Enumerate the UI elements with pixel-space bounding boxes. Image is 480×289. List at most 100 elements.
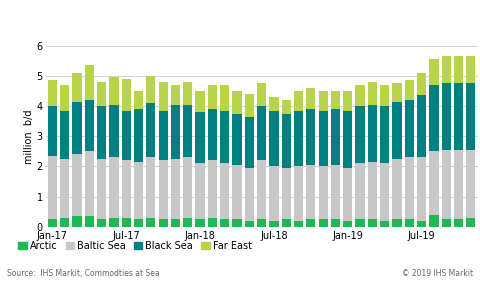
Bar bbox=[97, 106, 106, 159]
Bar bbox=[232, 219, 241, 227]
Bar bbox=[183, 218, 192, 227]
Bar bbox=[183, 158, 192, 218]
Bar bbox=[97, 219, 106, 227]
Bar bbox=[466, 84, 476, 150]
Bar bbox=[245, 94, 254, 117]
Bar bbox=[146, 158, 156, 218]
Bar bbox=[208, 109, 217, 160]
Bar bbox=[356, 85, 365, 106]
Text: Russian Crude Oil Liftings by Origin: Russian Crude Oil Liftings by Origin bbox=[7, 18, 275, 31]
Bar bbox=[97, 82, 106, 106]
Bar bbox=[72, 73, 82, 101]
Bar bbox=[134, 91, 143, 109]
Bar bbox=[343, 168, 352, 221]
Bar bbox=[405, 80, 414, 100]
Bar bbox=[343, 111, 352, 168]
Bar bbox=[84, 100, 94, 151]
Bar bbox=[171, 85, 180, 105]
Bar bbox=[84, 151, 94, 216]
Bar bbox=[257, 84, 266, 106]
Bar bbox=[417, 158, 426, 221]
Bar bbox=[158, 219, 168, 227]
Bar bbox=[208, 85, 217, 109]
Bar bbox=[245, 168, 254, 221]
Bar bbox=[121, 111, 131, 160]
Bar bbox=[109, 105, 119, 158]
Bar bbox=[121, 79, 131, 111]
Bar bbox=[417, 95, 426, 158]
Bar bbox=[306, 109, 315, 165]
Bar bbox=[220, 85, 229, 111]
Bar bbox=[146, 218, 156, 227]
Bar bbox=[392, 159, 402, 219]
Bar bbox=[257, 106, 266, 160]
Bar bbox=[269, 97, 278, 111]
Bar bbox=[319, 111, 328, 166]
Bar bbox=[417, 221, 426, 227]
Bar bbox=[134, 109, 143, 162]
Bar bbox=[48, 106, 57, 156]
Bar bbox=[257, 160, 266, 219]
Bar bbox=[392, 219, 402, 227]
Bar bbox=[429, 215, 439, 227]
Text: Source:  IHS Markit, Commodties at Sea: Source: IHS Markit, Commodties at Sea bbox=[7, 268, 160, 278]
Bar bbox=[417, 73, 426, 95]
Bar bbox=[442, 219, 451, 227]
Bar bbox=[269, 111, 278, 166]
Bar bbox=[146, 103, 156, 158]
Bar bbox=[158, 111, 168, 160]
Bar bbox=[294, 111, 303, 166]
Legend: Arctic, Baltic Sea, Black Sea, Far East: Arctic, Baltic Sea, Black Sea, Far East bbox=[14, 237, 255, 255]
Bar bbox=[454, 219, 463, 227]
Bar bbox=[405, 100, 414, 158]
Bar bbox=[319, 219, 328, 227]
Bar bbox=[454, 150, 463, 219]
Bar bbox=[72, 101, 82, 154]
Bar bbox=[109, 158, 119, 218]
Bar bbox=[331, 219, 340, 227]
Bar bbox=[60, 111, 69, 159]
Bar bbox=[319, 166, 328, 219]
Bar bbox=[146, 76, 156, 103]
Bar bbox=[294, 221, 303, 227]
Bar bbox=[84, 216, 94, 227]
Bar bbox=[171, 159, 180, 219]
Bar bbox=[60, 159, 69, 218]
Bar bbox=[60, 218, 69, 227]
Bar bbox=[392, 84, 402, 101]
Bar bbox=[331, 109, 340, 165]
Bar bbox=[380, 85, 389, 106]
Bar bbox=[368, 219, 377, 227]
Bar bbox=[429, 151, 439, 215]
Bar bbox=[109, 218, 119, 227]
Bar bbox=[306, 219, 315, 227]
Bar bbox=[72, 154, 82, 216]
Bar bbox=[60, 85, 69, 111]
Bar bbox=[232, 165, 241, 219]
Bar bbox=[454, 56, 463, 84]
Bar bbox=[269, 221, 278, 227]
Bar bbox=[84, 65, 94, 100]
Bar bbox=[282, 168, 291, 219]
Bar bbox=[195, 112, 204, 164]
Bar bbox=[368, 162, 377, 219]
Bar bbox=[195, 164, 204, 219]
Bar bbox=[171, 219, 180, 227]
Bar bbox=[232, 114, 241, 165]
Bar bbox=[356, 164, 365, 219]
Bar bbox=[220, 219, 229, 227]
Bar bbox=[306, 88, 315, 109]
Bar bbox=[380, 106, 389, 164]
Bar bbox=[121, 218, 131, 227]
Bar bbox=[245, 221, 254, 227]
Bar bbox=[220, 111, 229, 164]
Bar bbox=[183, 82, 192, 105]
Bar bbox=[442, 150, 451, 219]
Bar bbox=[442, 84, 451, 150]
Bar bbox=[392, 101, 402, 159]
Bar bbox=[171, 105, 180, 159]
Bar bbox=[134, 219, 143, 227]
Bar bbox=[380, 164, 389, 221]
Bar bbox=[466, 218, 476, 227]
Bar bbox=[368, 105, 377, 162]
